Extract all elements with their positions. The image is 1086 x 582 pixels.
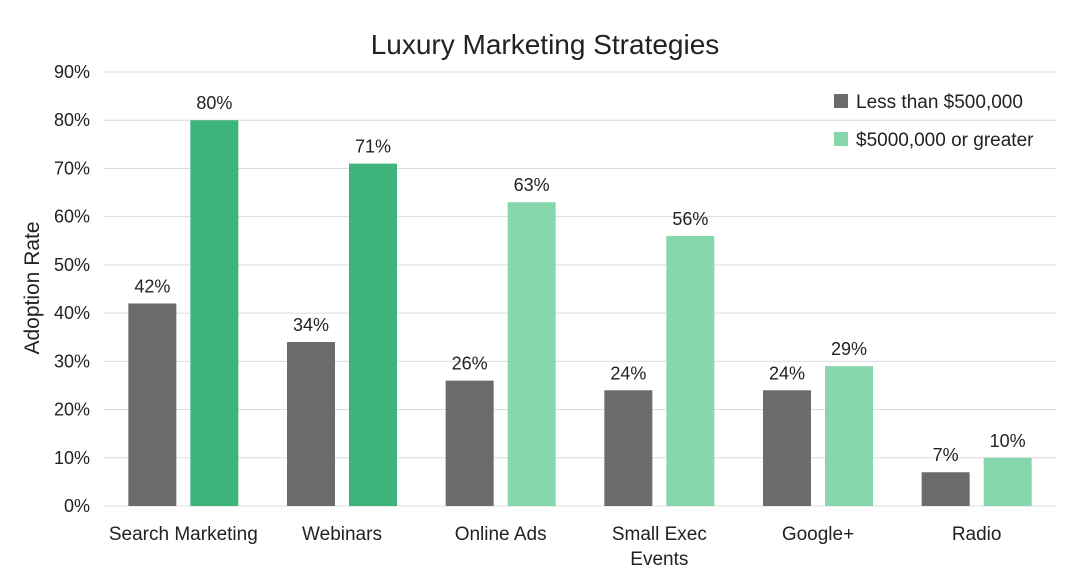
y-axis-title: Adoption Rate [21, 221, 44, 354]
bar [983, 457, 1032, 506]
x-category-label: Search Marketing [109, 524, 258, 545]
y-tick-label: 60% [54, 207, 90, 227]
data-label: 29% [831, 339, 867, 359]
x-category-label: Radio [952, 524, 1002, 545]
y-tick-label: 10% [54, 448, 90, 468]
bar [349, 163, 397, 506]
gridlines [104, 71, 1056, 507]
y-tick-label: 0% [64, 496, 90, 516]
bar [128, 303, 177, 506]
y-tick-label: 40% [54, 303, 90, 323]
y-tick-label: 20% [54, 400, 90, 420]
data-label: 10% [990, 431, 1026, 451]
bar [287, 342, 335, 506]
bar [507, 202, 556, 506]
bar [825, 366, 873, 506]
bar [190, 120, 239, 506]
bar [763, 390, 811, 506]
y-tick-label: 90% [54, 62, 90, 82]
y-tick-label: 50% [54, 255, 90, 275]
bar [604, 390, 653, 506]
x-category-label: Events [630, 549, 688, 570]
x-category-label: Webinars [302, 524, 382, 545]
legend-swatch [834, 132, 848, 146]
legend-label: Less than $500,000 [856, 92, 1023, 113]
bar [666, 235, 715, 506]
x-category-label: Google+ [782, 524, 854, 545]
bar [445, 380, 494, 506]
data-label: 24% [610, 363, 646, 383]
x-axis-categories: Search Marketing Webinars Online Ads Small … [109, 524, 1002, 570]
data-label: 63% [514, 175, 550, 195]
bars [128, 120, 1032, 506]
y-tick-label: 30% [54, 351, 90, 371]
data-label: 42% [134, 276, 170, 296]
legend-label: $5000,000 or greater [856, 130, 1034, 151]
chart-title: Luxury Marketing Strategies [371, 29, 720, 60]
legend: Less than $500,000 $5000,000 or greater [834, 92, 1034, 151]
y-tick-label: 70% [54, 158, 90, 178]
data-labels: 42% 80% 34% 71% 26% 63% 24% 56% 24% 29% 7% 10% [134, 93, 1025, 465]
x-category-label: Online Ads [455, 524, 547, 545]
data-label: 34% [293, 315, 329, 335]
data-label: 26% [452, 354, 488, 374]
data-label: 24% [769, 363, 805, 383]
x-category-label: Small Exec [612, 524, 707, 545]
y-tick-label: 80% [54, 110, 90, 130]
data-label: 56% [672, 209, 708, 229]
data-label: 80% [196, 93, 232, 113]
bar [921, 472, 970, 506]
data-label: 71% [355, 137, 391, 157]
legend-swatch [834, 94, 848, 108]
y-axis-ticks: 0% 10% 20% 30% 40% 50% 60% 70% 80% 90% [54, 62, 90, 516]
data-label: 7% [933, 445, 959, 465]
